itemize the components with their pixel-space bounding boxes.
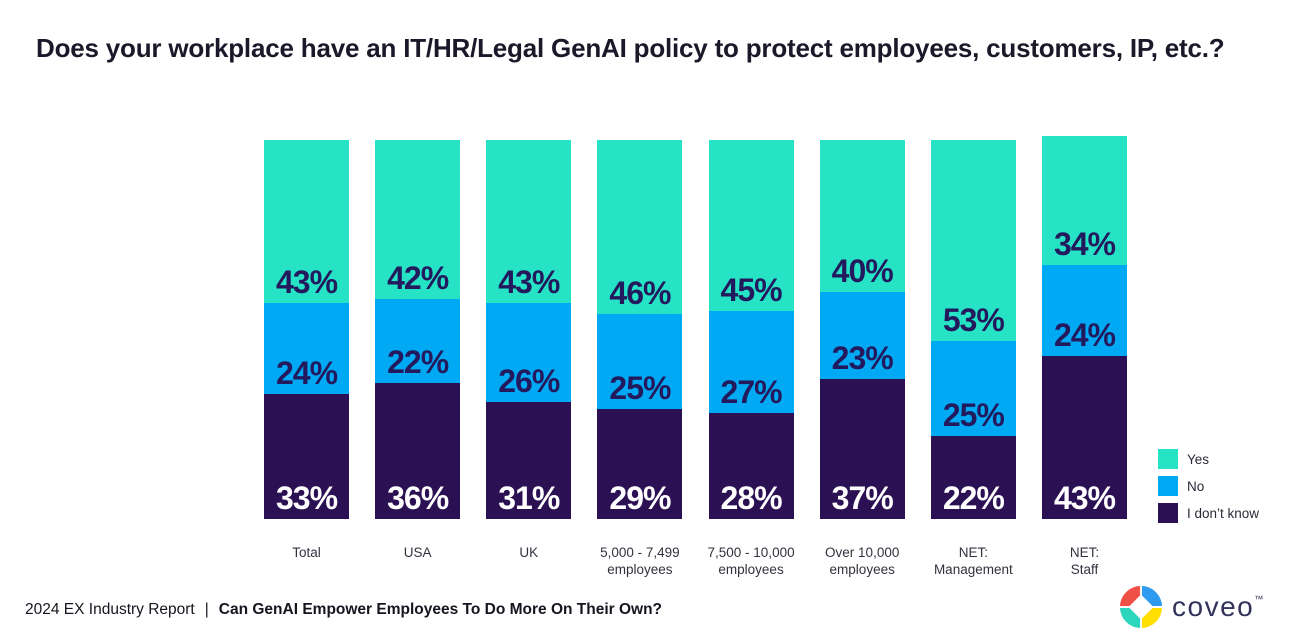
category-label-over-10-000-employees: Over 10,000 employees	[825, 545, 900, 577]
category-label-5-000-7-499-employees: 5,000 - 7,499 employees	[600, 545, 680, 577]
category-label-net-management: NET: Management	[933, 545, 1013, 577]
bar-column-usa: 42% 22% 36%	[362, 136, 473, 519]
value-label: 22%	[387, 343, 449, 380]
bar-segment-yes: 45%	[708, 140, 794, 311]
bar-segment-no: 23%	[819, 291, 905, 379]
bar-segment-yes: 46%	[597, 140, 683, 315]
bar-segment-i-don-t-know: 36%	[375, 382, 461, 519]
bar-uk: 43% 26% 31%	[486, 140, 572, 519]
legend-item-no: No	[1158, 476, 1259, 496]
bar-segment-i-don-t-know: 43%	[1041, 356, 1127, 519]
bar-columns: 43% 24% 33% 42% 22% 36% 43% 26% 31% 46% 25% 29% 45% 2…	[251, 136, 1140, 519]
value-label: 31%	[498, 480, 560, 516]
coveo-logo-icon	[1118, 584, 1164, 630]
value-label: 53%	[942, 301, 1005, 338]
bar-over-10-000-employees: 40% 23% 37%	[819, 140, 905, 519]
trademark-symbol: ™	[1254, 594, 1264, 604]
value-label: 29%	[609, 480, 671, 516]
bar-segment-i-don-t-know: 37%	[819, 378, 905, 519]
bar-segment-no: 24%	[1041, 265, 1127, 357]
value-label: 22%	[942, 480, 1005, 516]
bar-segment-yes: 42%	[375, 140, 461, 300]
value-label: 34%	[1053, 226, 1116, 263]
bar-segment-no: 22%	[375, 299, 461, 383]
bar-column-net-staff: 34% 24% 43%	[1029, 136, 1140, 519]
bar-segment-yes: 43%	[264, 140, 349, 303]
legend-label-yes: Yes	[1187, 451, 1210, 467]
bar-usa: 42% 22% 36%	[375, 140, 461, 519]
legend-swatch-no	[1158, 476, 1178, 496]
bar-segment-no: 26%	[486, 302, 572, 402]
value-label: 45%	[720, 271, 783, 308]
legend-swatch-yes	[1158, 449, 1178, 469]
legend-label-dont-know: I don’t know	[1187, 505, 1260, 521]
legend-item-yes: Yes	[1158, 449, 1259, 469]
category-label-usa: USA	[403, 545, 432, 560]
bar-5-000-7-499-employees: 46% 25% 29%	[597, 140, 683, 519]
bar-net-management: 53% 25% 22%	[930, 140, 1016, 519]
bar-segment-i-don-t-know: 31%	[486, 401, 572, 519]
value-label: 42%	[387, 260, 449, 297]
bar-segment-yes: 40%	[819, 140, 905, 292]
bar-column-uk: 43% 26% 31%	[473, 136, 584, 519]
value-label: 37%	[831, 480, 894, 516]
value-label: 46%	[609, 275, 671, 312]
value-label: 27%	[720, 373, 783, 410]
bar-segment-no: 25%	[930, 340, 1016, 436]
chart-title: Does your workplace have an IT/HR/Legal …	[36, 33, 1225, 63]
bar-segment-i-don-t-know: 28%	[708, 412, 794, 519]
footer-report-title: 2024 EX Industry Report	[25, 601, 195, 618]
coveo-logo: coveo™	[1118, 584, 1263, 630]
value-label: 24%	[1053, 317, 1116, 354]
value-label: 33%	[275, 480, 338, 516]
value-label: 25%	[942, 396, 1005, 433]
bar-net-staff: 34% 24% 43%	[1041, 136, 1127, 519]
legend-item-dont-know: I don’t know	[1158, 503, 1259, 523]
footer-separator: |	[204, 601, 209, 618]
bar-segment-i-don-t-know: 33%	[264, 393, 349, 519]
bar-segment-no: 25%	[597, 314, 683, 410]
value-label: 25%	[609, 370, 671, 407]
value-label: 40%	[831, 252, 894, 289]
footer-question: Can GenAI Empower Employees To Do More O…	[218, 601, 663, 618]
bar-column-over-10-000-employees: 40% 23% 37%	[807, 136, 918, 519]
footer: 2024 EX Industry Report | Can GenAI Empo…	[25, 601, 662, 619]
bar-segment-i-don-t-know: 22%	[930, 435, 1016, 519]
bar-7-500-10-000-employees: 45% 27% 28%	[708, 140, 794, 519]
bar-segment-no: 27%	[708, 310, 794, 413]
bar-column-total: 43% 24% 33%	[251, 136, 362, 519]
bar-segment-yes: 53%	[930, 140, 1016, 341]
bar-column-5-000-7-499-employees: 46% 25% 29%	[584, 136, 695, 519]
value-label: 23%	[831, 339, 894, 376]
coveo-logo-text: coveo™	[1172, 591, 1264, 622]
bar-segment-yes: 43%	[486, 140, 572, 303]
bar-total: 43% 24% 33%	[264, 140, 349, 519]
stacked-bar-chart: 43% 24% 33% 42% 22% 36% 43% 26% 31% 46% 25% 29% 45% 2…	[251, 136, 1140, 578]
value-label: 28%	[720, 480, 783, 516]
legend: Yes No I don’t know	[1158, 449, 1259, 530]
legend-swatch-dont-know	[1158, 503, 1178, 523]
category-label-7-500-10-000-employees: 7,500 - 10,000 employees	[707, 545, 795, 577]
value-label: 26%	[498, 362, 560, 399]
category-axis: Total USA UK 5,000 - 7,499 employees 7,500 - …	[251, 544, 1140, 578]
category-label-total: Total	[292, 545, 321, 560]
category-label-uk: UK	[519, 545, 539, 560]
bar-segment-no: 24%	[264, 302, 349, 394]
value-label: 36%	[387, 480, 449, 516]
value-label: 43%	[1053, 480, 1116, 516]
bar-segment-yes: 34%	[1041, 136, 1127, 266]
value-label: 43%	[275, 263, 338, 300]
bar-segment-i-don-t-know: 29%	[597, 409, 683, 519]
category-label-net-staff: NET: Staff	[1069, 545, 1100, 577]
value-label: 24%	[275, 354, 338, 391]
bar-column-net-management: 53% 25% 22%	[918, 136, 1029, 519]
legend-label-no: No	[1187, 478, 1205, 494]
bar-column-7-500-10-000-employees: 45% 27% 28%	[696, 136, 807, 519]
value-label: 43%	[498, 263, 560, 300]
